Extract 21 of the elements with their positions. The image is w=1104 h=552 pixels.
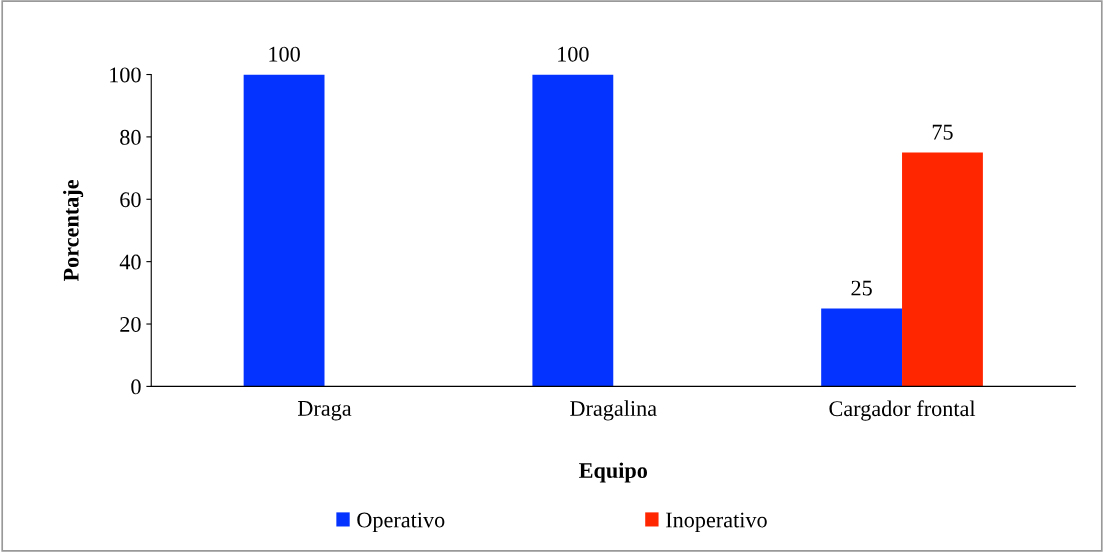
y-tick-label: 40 — [119, 254, 141, 270]
y-tick-label: 100 — [110, 67, 141, 83]
y-tick-label: 60 — [120, 192, 141, 208]
y-tick-label: 80 — [120, 129, 141, 145]
y-axis-title: Porcentaje — [63, 180, 84, 282]
bar — [532, 74, 614, 387]
data-label: 100 — [558, 46, 589, 62]
data-label: 100 — [269, 46, 300, 62]
x-axis-title: Equipo — [579, 462, 648, 483]
legend-label: Inoperativo — [666, 512, 767, 532]
y-tick-label: 0 — [131, 379, 141, 395]
x-tick-label: Draga — [298, 401, 352, 421]
data-label: 75 — [932, 124, 953, 140]
bar — [821, 308, 903, 387]
bar — [243, 74, 325, 387]
x-tick-label: Cargador frontal — [829, 400, 976, 421]
y-tick-label: 20 — [120, 316, 141, 332]
legend-label: Operativo — [357, 512, 445, 532]
data-label: 25 — [851, 280, 872, 296]
x-tick-label: Dragalina — [570, 400, 657, 421]
bar — [902, 152, 983, 387]
